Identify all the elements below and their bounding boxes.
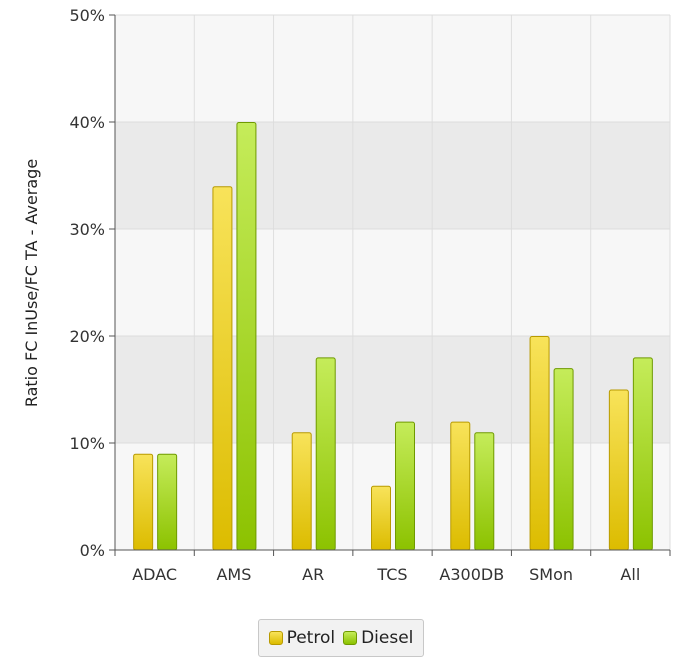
- bar-diesel-a300db[interactable]: [474, 432, 495, 551]
- grid-band: [115, 122, 670, 229]
- bar-petrol-adac[interactable]: [133, 453, 154, 551]
- y-tick-label: 10%: [69, 434, 105, 453]
- bar-diesel-all[interactable]: [632, 357, 653, 551]
- legend-item-petrol[interactable]: Petrol: [268, 628, 336, 648]
- x-tick-label: AMS: [216, 565, 251, 584]
- y-tick-label: 50%: [69, 6, 105, 25]
- bar-diesel-ams[interactable]: [236, 122, 257, 551]
- legend-item-diesel[interactable]: Diesel: [343, 628, 413, 648]
- legend-swatch-diesel: [343, 631, 358, 645]
- bar-petrol-smon[interactable]: [529, 336, 550, 551]
- bar-diesel-smon[interactable]: [553, 368, 574, 551]
- bar-petrol-ams[interactable]: [212, 186, 233, 551]
- plot-background: [115, 15, 670, 550]
- x-tick-label: ADAC: [132, 565, 177, 584]
- bar-diesel-tcs[interactable]: [395, 421, 415, 551]
- x-tick-label: AR: [302, 565, 324, 584]
- y-tick-label: 30%: [69, 220, 105, 239]
- y-tick-labels: 0% 10% 20% 30% 40% 50%: [69, 6, 105, 560]
- x-tick-label: SMon: [529, 565, 573, 584]
- bars: [133, 122, 653, 551]
- bar-diesel-ar[interactable]: [315, 357, 336, 551]
- gridlines: [115, 14, 671, 550]
- legend-swatch-petrol: [268, 631, 283, 645]
- y-axis-title: Ratio FC InUse/FC TA - Average: [22, 159, 41, 407]
- x-tick-label: All: [620, 565, 640, 584]
- x-tick-label: A300DB: [439, 565, 504, 584]
- legend: Petrol Diesel: [258, 619, 424, 657]
- bar-petrol-all[interactable]: [608, 389, 629, 551]
- legend-label-petrol: Petrol: [286, 628, 336, 648]
- y-tick-label: 40%: [69, 113, 105, 132]
- bar-diesel-adac[interactable]: [157, 453, 178, 551]
- bar-petrol-ar[interactable]: [291, 432, 312, 551]
- x-tick-labels: ADAC AMS AR TCS A300DB SMon All: [132, 565, 640, 584]
- plot-area: [115, 15, 670, 550]
- y-tick-label: 0%: [80, 541, 105, 560]
- x-tick-label: TCS: [376, 565, 407, 584]
- grid-band: [115, 336, 670, 443]
- axes: [109, 14, 671, 556]
- y-tick-label: 20%: [69, 327, 105, 346]
- bar-petrol-a300db[interactable]: [450, 421, 471, 551]
- legend-label-diesel: Diesel: [361, 628, 414, 648]
- bar-petrol-tcs[interactable]: [371, 485, 391, 551]
